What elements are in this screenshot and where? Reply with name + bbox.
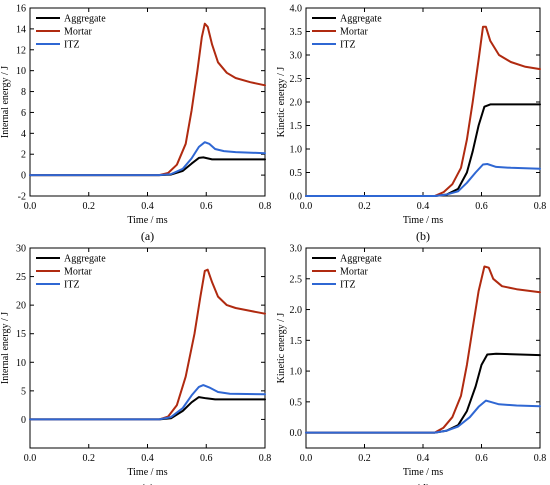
series-line-aggregate [29,396,266,421]
legend-label: Aggregate [340,254,382,265]
y-tick-label: 4.0 [290,4,303,15]
y-tick-label: 14 [16,24,26,35]
x-tick-label: 0.2 [358,453,371,464]
x-tick-label: 0.4 [141,201,154,212]
series-line-itz [29,141,266,177]
series-line-mortar [29,22,266,177]
x-tick-label: 0.2 [83,453,96,464]
series-line-mortar [305,25,541,197]
panel-d: 0.0 0.2 0.4 0.6 0.8 0.0 0.5 1.0 1.5 2.0 2.5 3.0 Time… [276,244,546,485]
x-axis-label: Time / ms [403,215,443,226]
y-axis-label: Kinetic energy / J [276,67,287,138]
legend-label: Aggregate [64,254,106,265]
y-axis-label: Kinetic energy / J [276,313,287,384]
legend-label: Mortar [64,27,92,38]
x-tick-label: 0.0 [300,201,313,212]
y-tick-label: 4 [21,129,26,140]
x-tick-label: 0.6 [200,453,213,464]
x-tick-label: 0.6 [200,201,213,212]
series-line-aggregate [305,103,541,197]
y-tick-label: 1.5 [290,121,303,132]
y-tick-label: 2.5 [290,274,303,285]
y-tick-label: 2.0 [290,305,303,316]
x-tick-label: 0.0 [24,201,37,212]
y-tick-label: -2 [18,192,26,203]
panel-c: 0.0 0.2 0.4 0.6 0.8 0 5 10 15 20 25 30 Time / ms Inte… [0,244,271,485]
series-line-itz [305,163,541,197]
series-line-aggregate [29,156,266,177]
x-axis-label: Time / ms [127,467,167,478]
y-tick-label: 1.0 [290,145,303,156]
x-tick-label: 0.4 [141,453,154,464]
panel-a: 0.0 0.2 0.4 0.6 0.8 -2 0 2 4 6 8 10 12 14 16 Time / ms I… [0,4,271,244]
panel-caption: (c) [141,481,154,485]
plot-frame [29,247,266,449]
x-tick-label: 0.0 [300,453,313,464]
y-tick-label: 12 [16,45,26,56]
y-tick-label: 25 [16,272,26,283]
series-line-aggregate [305,352,541,434]
y-tick-label: 6 [21,108,26,119]
x-tick-label: 0.4 [417,453,430,464]
y-tick-label: 2.0 [290,98,303,109]
x-tick-label: 0.6 [475,201,488,212]
legend-label: ITZ [64,280,80,291]
y-tick-label: 8 [21,87,26,98]
series-line-mortar [29,268,266,421]
y-tick-label: 0 [21,415,26,426]
y-tick-label: 16 [16,4,26,15]
y-axis-label: Internal energy / J [0,312,11,384]
legend-label: Mortar [340,27,368,38]
y-tick-label: 0 [21,171,26,182]
y-tick-label: 30 [16,244,26,255]
series-line-itz [305,399,541,434]
x-tick-label: 0.8 [259,453,272,464]
y-tick-label: 1.5 [290,336,303,347]
legend-label: Mortar [340,267,368,278]
x-tick-label: 0.8 [259,201,272,212]
y-tick-label: 0.5 [290,397,303,408]
y-tick-label: 1.0 [290,367,303,378]
x-tick-label: 0.0 [24,453,37,464]
y-tick-label: 3.5 [290,27,303,38]
x-tick-label: 0.2 [83,201,96,212]
y-tick-label: 10 [16,358,26,369]
x-tick-label: 0.8 [534,453,547,464]
plot-frame [305,247,541,449]
x-axis-label: Time / ms [403,467,443,478]
panel-caption: (a) [141,229,154,243]
y-tick-label: 10 [16,66,26,77]
panel-caption: (d) [416,481,430,485]
legend-label: ITZ [340,40,356,51]
x-tick-label: 0.8 [534,201,547,212]
legend-label: ITZ [340,280,356,291]
legend-label: Mortar [64,267,92,278]
series-line-mortar [305,265,541,434]
y-tick-label: 3.0 [290,51,303,62]
y-tick-label: 5 [21,386,26,397]
x-tick-label: 0.2 [358,201,371,212]
x-tick-label: 0.6 [475,453,488,464]
y-tick-label: 0.0 [290,192,303,203]
x-axis-label: Time / ms [127,215,167,226]
y-tick-label: 15 [16,329,26,340]
series-line-itz [29,384,266,421]
y-tick-label: 3.0 [290,244,303,255]
y-tick-label: 2.5 [290,74,303,85]
x-tick-label: 0.4 [417,201,430,212]
legend-label: ITZ [64,40,80,51]
legend-label: Aggregate [64,14,106,25]
y-tick-label: 2 [21,150,26,161]
y-tick-label: 0.0 [290,428,303,439]
panel-caption: (b) [416,229,430,243]
legend-label: Aggregate [340,14,382,25]
panel-b: 0.0 0.2 0.4 0.6 0.8 0.0 0.5 1.0 1.5 2.0 2.5 3.0 3.5 4… [276,4,546,244]
y-tick-label: 0.5 [290,168,303,179]
y-tick-label: 20 [16,301,26,312]
y-axis-label: Internal energy / J [0,66,11,138]
